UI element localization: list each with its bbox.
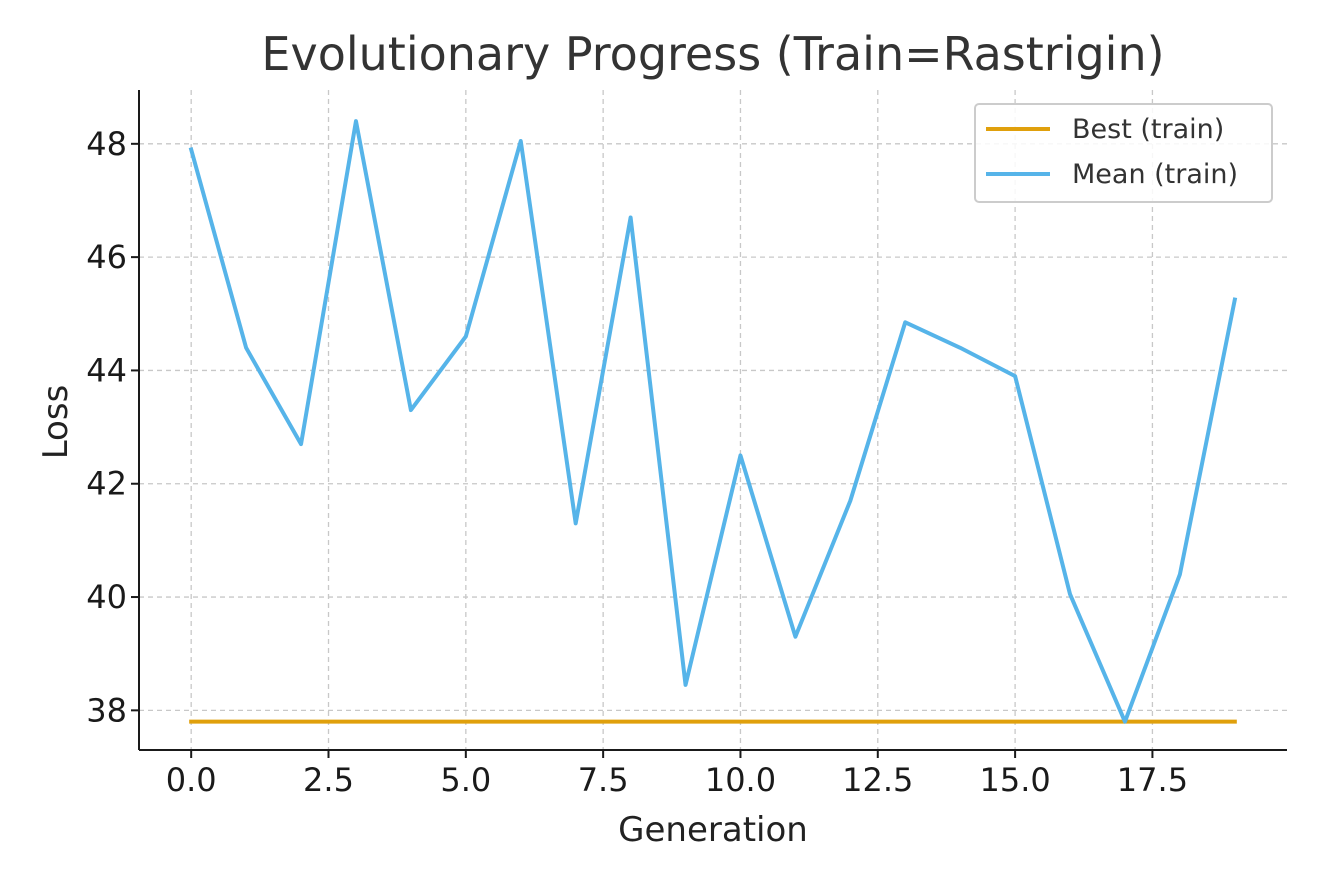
x-tick-label: 10.0 (705, 761, 776, 799)
y-tick-label: 44 (86, 351, 127, 389)
y-tick-label: 42 (86, 465, 127, 503)
axes-layer (138, 90, 1287, 751)
x-tick-label: 5.0 (440, 761, 491, 799)
legend-label-best: Best (train) (1072, 114, 1224, 145)
x-axis-label: Generation (618, 810, 808, 850)
series-line-mean (188, 119, 1238, 724)
series-layer (188, 119, 1238, 724)
x-tick-label: 7.5 (578, 761, 629, 799)
y-tick-label: 46 (86, 238, 127, 276)
ticks-layer: 0.0 2.5 5.0 7.5 10.0 12.5 15.0 17.5 38 40 42 44 46 48 (86, 125, 1188, 799)
y-tick-label: 40 (86, 578, 127, 616)
legend: Best (train) Mean (train) (974, 103, 1273, 203)
y-tick-label: 48 (86, 125, 127, 163)
y-axis-label: Loss (36, 385, 76, 460)
x-tick-label: 15.0 (979, 761, 1050, 799)
x-tick-label: 0.0 (166, 761, 217, 799)
x-tick-label: 2.5 (303, 761, 354, 799)
grid-layer (139, 90, 1287, 750)
x-tick-label: 17.5 (1117, 761, 1188, 799)
chart-title: Evolutionary Progress (Train=Rastrigin) (261, 27, 1164, 81)
x-tick-label: 12.5 (842, 761, 913, 799)
y-tick-label: 38 (86, 691, 127, 729)
legend-label-mean: Mean (train) (1072, 159, 1238, 190)
